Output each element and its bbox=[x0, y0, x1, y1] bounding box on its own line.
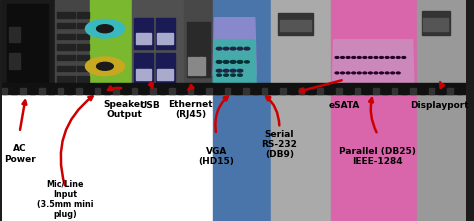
Text: Parallel (DB25)
IEEE-1284: Parallel (DB25) IEEE-1284 bbox=[339, 147, 416, 166]
Bar bbox=[364, 88, 369, 94]
Circle shape bbox=[369, 72, 372, 74]
Bar bbox=[70, 66, 75, 71]
Bar bbox=[55, 0, 90, 88]
Bar bbox=[157, 69, 173, 80]
Bar bbox=[11, 88, 17, 94]
Bar bbox=[136, 69, 151, 80]
Bar bbox=[447, 88, 453, 94]
Bar bbox=[70, 12, 75, 18]
Bar bbox=[58, 88, 63, 94]
Bar bbox=[76, 23, 82, 28]
Bar bbox=[197, 88, 202, 94]
Bar bbox=[2, 0, 55, 88]
Bar bbox=[83, 34, 89, 39]
Circle shape bbox=[216, 61, 222, 63]
Circle shape bbox=[335, 72, 339, 74]
Circle shape bbox=[223, 47, 229, 50]
Bar bbox=[299, 88, 304, 94]
Bar bbox=[70, 23, 75, 28]
Circle shape bbox=[244, 47, 250, 50]
Polygon shape bbox=[332, 40, 414, 86]
Bar bbox=[104, 88, 109, 94]
Bar bbox=[336, 88, 342, 94]
Circle shape bbox=[237, 61, 243, 63]
Circle shape bbox=[217, 61, 221, 63]
Bar bbox=[123, 88, 128, 94]
Bar bbox=[206, 88, 212, 94]
Bar bbox=[64, 12, 69, 18]
Circle shape bbox=[363, 72, 367, 74]
Bar bbox=[271, 88, 277, 94]
Bar bbox=[234, 88, 239, 94]
Bar bbox=[64, 76, 69, 82]
Bar bbox=[57, 12, 62, 18]
Bar bbox=[132, 0, 183, 88]
Bar bbox=[132, 88, 137, 94]
Bar bbox=[156, 18, 174, 49]
Bar bbox=[57, 55, 62, 60]
Bar bbox=[9, 27, 19, 42]
Bar bbox=[76, 44, 82, 50]
Text: USB: USB bbox=[139, 101, 160, 110]
Bar bbox=[194, 57, 196, 75]
Circle shape bbox=[245, 61, 249, 63]
Bar bbox=[136, 33, 151, 44]
Bar bbox=[70, 55, 75, 60]
Bar bbox=[271, 0, 331, 221]
Bar bbox=[187, 22, 210, 77]
Bar bbox=[70, 76, 75, 82]
Bar bbox=[178, 88, 184, 94]
Bar bbox=[157, 33, 173, 44]
Bar bbox=[76, 34, 82, 39]
Bar bbox=[190, 57, 191, 75]
Circle shape bbox=[402, 57, 406, 58]
Bar bbox=[422, 11, 450, 35]
Bar bbox=[83, 55, 89, 60]
Bar bbox=[113, 88, 119, 94]
Bar bbox=[70, 34, 75, 39]
Bar bbox=[278, 13, 313, 35]
Text: Ethernet
(RJ45): Ethernet (RJ45) bbox=[168, 100, 213, 119]
Bar bbox=[188, 88, 193, 94]
Bar bbox=[134, 53, 153, 84]
Bar bbox=[457, 88, 462, 94]
Circle shape bbox=[224, 61, 228, 63]
Circle shape bbox=[357, 57, 361, 58]
Circle shape bbox=[237, 74, 242, 76]
Bar bbox=[280, 20, 310, 31]
Circle shape bbox=[374, 72, 378, 74]
Circle shape bbox=[230, 47, 236, 50]
Circle shape bbox=[396, 57, 400, 58]
Bar bbox=[401, 88, 407, 94]
Circle shape bbox=[85, 19, 125, 38]
Bar bbox=[150, 88, 156, 94]
Bar bbox=[383, 88, 388, 94]
Text: AC
Power: AC Power bbox=[4, 145, 36, 164]
Bar bbox=[215, 88, 221, 94]
Bar bbox=[423, 18, 448, 31]
Circle shape bbox=[97, 25, 113, 33]
Bar bbox=[95, 88, 100, 94]
Circle shape bbox=[396, 72, 400, 74]
Circle shape bbox=[237, 47, 243, 50]
Text: Speaker
Output: Speaker Output bbox=[103, 100, 145, 119]
Circle shape bbox=[216, 69, 222, 72]
Polygon shape bbox=[213, 18, 256, 75]
Circle shape bbox=[374, 57, 378, 58]
Bar bbox=[253, 88, 258, 94]
Bar bbox=[355, 88, 360, 94]
Circle shape bbox=[369, 57, 372, 58]
Bar bbox=[318, 88, 323, 94]
Bar bbox=[243, 88, 249, 94]
Bar bbox=[20, 88, 26, 94]
Circle shape bbox=[385, 72, 389, 74]
Bar bbox=[48, 88, 54, 94]
Bar bbox=[57, 34, 62, 39]
Bar bbox=[57, 23, 62, 28]
Bar bbox=[429, 88, 435, 94]
Circle shape bbox=[391, 72, 394, 74]
Bar bbox=[76, 76, 82, 82]
Circle shape bbox=[352, 72, 356, 74]
Bar bbox=[67, 88, 73, 94]
Bar bbox=[83, 23, 89, 28]
